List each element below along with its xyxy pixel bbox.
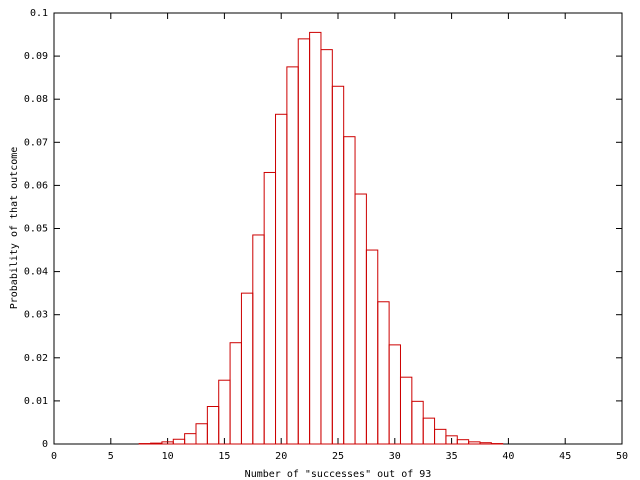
y-tick-label: 0.1 (30, 8, 48, 19)
y-tick-label: 0.03 (24, 310, 48, 321)
bar (331, 85, 345, 445)
bar (377, 301, 390, 445)
bar (456, 439, 470, 445)
y-tick-label: 0.07 (24, 137, 48, 148)
bar (343, 136, 356, 445)
x-tick-label: 15 (218, 451, 230, 462)
bar (434, 428, 447, 445)
bar (206, 406, 220, 445)
x-tick-label: 45 (559, 451, 571, 462)
y-tick-label: 0.06 (24, 180, 48, 191)
bar (309, 31, 322, 445)
bar (468, 441, 481, 445)
y-tick-label: 0.05 (24, 224, 48, 235)
bar (252, 234, 265, 445)
x-tick-label: 35 (446, 451, 458, 462)
x-tick-label: 40 (502, 451, 514, 462)
bar (240, 292, 254, 445)
y-tick-label: 0.04 (24, 267, 48, 278)
x-tick-label: 0 (51, 451, 57, 462)
y-tick-label: 0.02 (24, 353, 48, 364)
bar (275, 113, 288, 445)
x-tick-label: 25 (332, 451, 344, 462)
bar (411, 400, 424, 445)
y-axis-label: Probability of that outcome (9, 147, 20, 310)
bar (184, 433, 197, 445)
bar (263, 171, 277, 445)
x-tick-label: 10 (162, 451, 174, 462)
bar (365, 249, 379, 445)
bar (229, 342, 242, 445)
y-tick-label: 0.09 (24, 51, 48, 62)
bar (286, 66, 299, 445)
y-tick-label: 0.08 (24, 94, 48, 105)
bar (388, 344, 401, 445)
bar (479, 442, 492, 445)
x-tick-label: 50 (616, 451, 628, 462)
bar (354, 193, 367, 445)
plot-frame (53, 12, 623, 445)
bar (399, 376, 413, 445)
bar (195, 423, 208, 445)
bar (320, 49, 333, 445)
y-tick-label: 0.01 (24, 396, 48, 407)
x-tick-label: 30 (389, 451, 401, 462)
bar (218, 379, 231, 445)
y-tick-label: 0 (42, 439, 48, 450)
x-axis-label: Number of "successes" out of 93 (245, 469, 432, 480)
bar (297, 38, 311, 445)
x-tick-label: 20 (275, 451, 287, 462)
x-tick-label: 5 (108, 451, 114, 462)
bar (422, 417, 436, 445)
bar (172, 438, 186, 445)
bar (150, 442, 163, 445)
